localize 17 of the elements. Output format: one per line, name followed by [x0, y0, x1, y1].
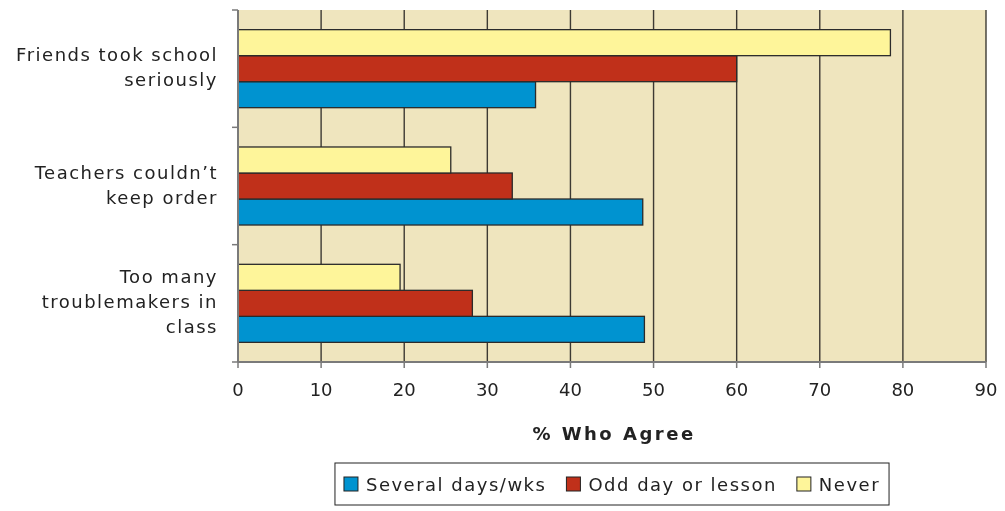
legend-label: Several days/wks	[365, 473, 547, 495]
x-tick-label: 50	[642, 379, 666, 400]
x-tick-label: 40	[558, 379, 582, 400]
x-tick-label: 70	[808, 379, 832, 400]
y-tick-label: Too many troublemakers in class	[41, 266, 218, 338]
x-tick-label: 60	[725, 379, 749, 400]
x-tick-label: 80	[891, 379, 915, 400]
x-tick-label: 90	[974, 379, 998, 400]
x-tick-label: 20	[392, 379, 416, 400]
x-tick-label: 0	[232, 379, 244, 400]
x-axis-title: % Who Agree	[532, 423, 696, 444]
y-tick-label: Teachers couldn’t keep order	[33, 161, 218, 208]
legend-label: Never	[818, 473, 881, 495]
x-tick-label: 10	[309, 379, 333, 400]
legend-label: Odd day or lesson	[588, 473, 777, 495]
y-tick-label: Friends took school seriously	[16, 44, 218, 91]
x-tick-label: 30	[475, 379, 499, 400]
